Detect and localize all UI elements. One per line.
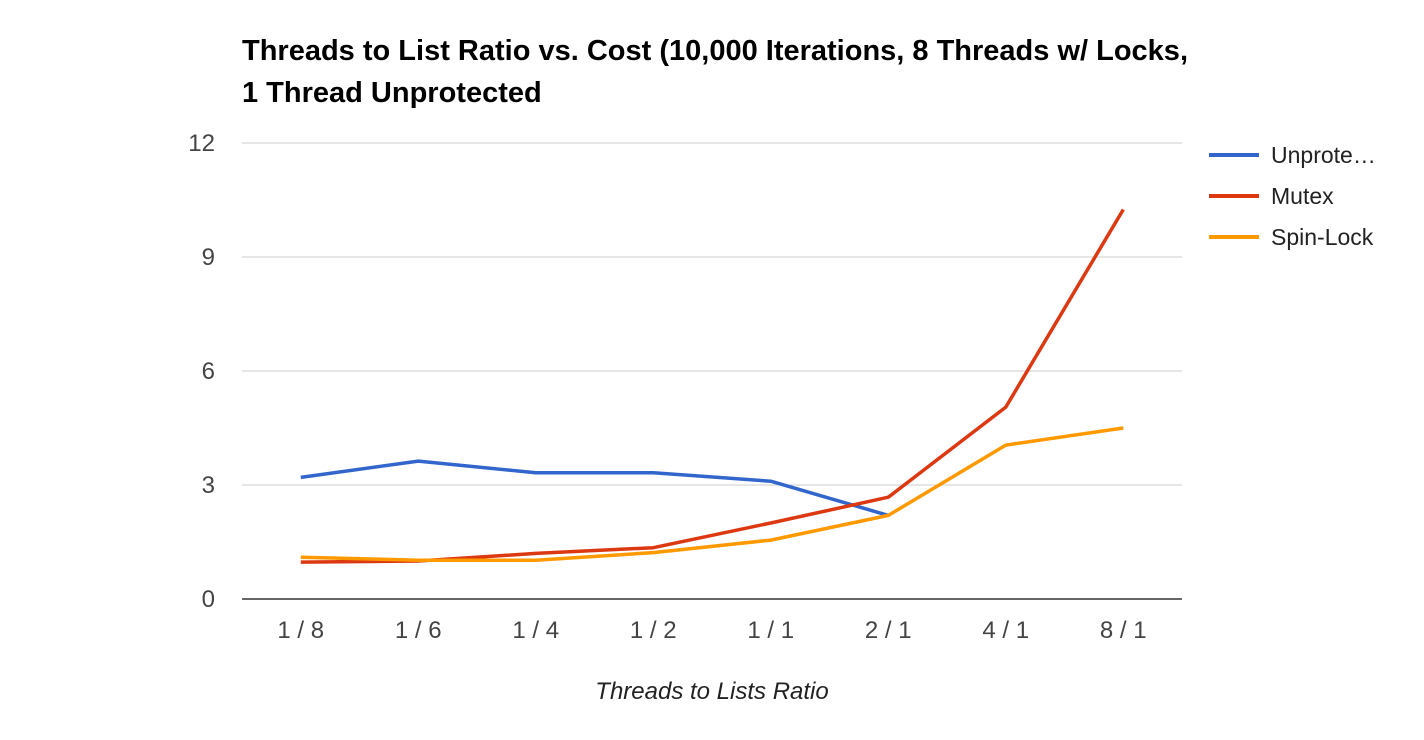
legend-label: Spin-Lock — [1271, 224, 1374, 250]
x-tick-labels: 1 / 8 1 / 6 1 / 4 1 / 2 1 / 1 2 / 1 4 / 1 8 / 1 — [277, 617, 1146, 644]
x-tick-label: 4 / 1 — [982, 617, 1029, 644]
x-tick-label: 1 / 1 — [747, 617, 794, 644]
y-tick-label: 9 — [202, 244, 215, 271]
legend-label: Unprote… — [1271, 142, 1376, 168]
y-tick-label: 6 — [202, 358, 215, 385]
series-line-unprote — [300, 459, 889, 518]
x-tick-label: 8 / 1 — [1100, 617, 1147, 644]
x-tick-label: 1 / 2 — [630, 617, 677, 644]
x-tick-label: 1 / 6 — [395, 617, 442, 644]
y-tick-label: 3 — [202, 472, 215, 499]
chart-title: Threads to List Ratio vs. Cost (10,000 I… — [242, 35, 1188, 109]
y-tick-labels: 0 3 6 9 12 — [188, 130, 215, 613]
x-axis-title: Threads to Lists Ratio — [595, 678, 828, 705]
legend: Unprote… Mutex Spin-Lock — [1209, 142, 1376, 250]
legend-label: Mutex — [1271, 183, 1334, 209]
series-lines — [300, 208, 1125, 564]
grid-lines — [242, 142, 1182, 600]
x-tick-label: 2 / 1 — [865, 617, 912, 644]
y-tick-label: 0 — [202, 586, 215, 613]
series-line-mutex — [300, 208, 1125, 564]
y-tick-label: 12 — [188, 130, 215, 157]
x-tick-label: 1 / 4 — [512, 617, 559, 644]
x-tick-label: 1 / 8 — [277, 617, 324, 644]
series-line-spin-lock — [300, 426, 1124, 562]
